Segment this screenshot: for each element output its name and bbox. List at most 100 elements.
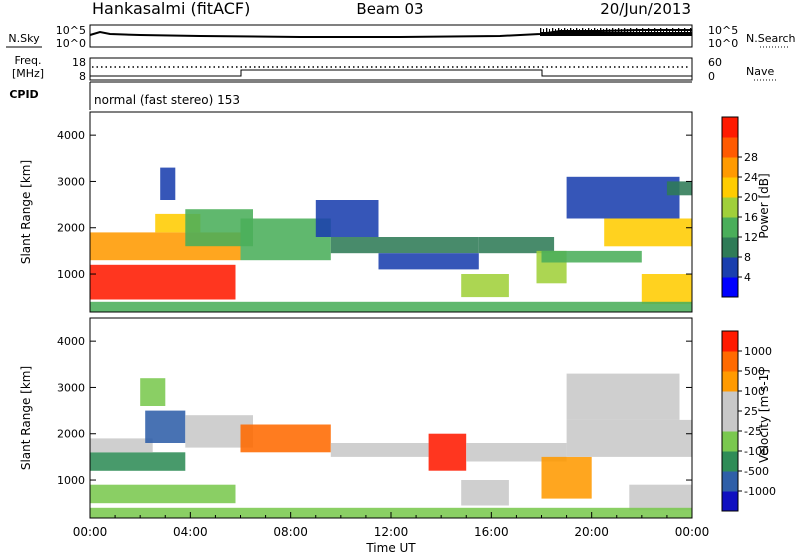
power-colorbar-segment-0 (722, 277, 738, 298)
power-band-17 (90, 301, 692, 312)
time-xtick-label-6: 00:00 (675, 525, 710, 539)
time-xtick-label-5: 20:00 (574, 525, 609, 539)
velocity-y-label: Slant Range [km] (19, 366, 33, 470)
velocity-band-14 (629, 484, 692, 511)
time-x-label: Time UT (365, 541, 416, 554)
power-colorbar-frame (721, 116, 739, 298)
velocity-band-12 (566, 419, 692, 457)
velocity-band-2 (90, 438, 153, 453)
velocity-colorbar-tick-label-6: 500 (744, 365, 765, 378)
power-colorbar-tick-label-6: 28 (744, 151, 758, 164)
velocity-band-0 (90, 452, 186, 471)
nave-label: Nave (746, 65, 774, 78)
velocity-colorbar-segment-8 (722, 331, 738, 352)
power-ytick-label-3: 4000 (57, 129, 85, 142)
velocity-colorbar-segment-5 (722, 391, 738, 412)
freq-label-bottom: [MHz] (12, 67, 44, 80)
power-band-0 (90, 264, 236, 300)
velocity-y-axis: 1000 2000 3000 4000 (57, 335, 692, 487)
site-title: Hankasalmi (fitACF) (92, 0, 250, 18)
velocity-ytick-label-1: 2000 (57, 428, 85, 441)
velocity-band-6 (240, 424, 331, 453)
velocity-band-1 (90, 484, 236, 504)
power-colorbar-tick-label-3: 16 (744, 211, 758, 224)
velocity-band-8 (428, 433, 467, 471)
power-y-axis: 1000 2000 3000 4000 (57, 129, 692, 281)
velocity-ytick-label-2: 3000 (57, 381, 85, 394)
velocity-band-7 (330, 443, 429, 457)
power-colorbar-segment-6 (722, 157, 738, 178)
nsearch-block (540, 32, 692, 36)
power-colorbar-segment-3 (722, 217, 738, 238)
power-colorbar-segment-1 (722, 257, 738, 278)
freq-tick-high: 18 (72, 56, 86, 69)
power-band-12 (541, 250, 642, 263)
power-band-16 (666, 181, 692, 196)
cpid-mode-text: normal (fast stereo) 153 (94, 93, 240, 107)
velocity-band-10 (466, 443, 567, 462)
power-y-label: Slant Range [km] (19, 160, 33, 264)
power-band-9 (461, 274, 509, 298)
nave-tick-high: 60 (708, 56, 722, 69)
freq-strip: Freq. [MHz] 18 8 Nave 60 0 (12, 54, 778, 83)
power-band-5 (240, 218, 331, 261)
freq-frame (89, 57, 693, 81)
power-band-8 (378, 253, 479, 270)
power-colorbar-segment-5 (722, 177, 738, 198)
power-colorbar-segment-8 (722, 117, 738, 138)
time-x-axis: 00:00 04:00 08:00 12:00 16:00 20:00 00:00 (73, 512, 710, 539)
nsky-tick-high: 10^5 (56, 24, 86, 37)
power-band-6 (330, 237, 479, 254)
velocity-colorbar: -1000 -500 -100 -25 25 100 500 1000 Velocity [m… (721, 330, 776, 512)
velocity-colorbar-frame (721, 330, 739, 512)
power-colorbar-tick-label-5: 24 (744, 171, 758, 184)
power-colorbar-tick-label-2: 12 (744, 231, 758, 244)
power-band-13 (566, 176, 680, 219)
power-data (90, 167, 692, 312)
time-xtick-label-1: 04:00 (173, 525, 208, 539)
beam-title: Beam 03 (356, 0, 423, 18)
velocity-colorbar-tick-label-5: 100 (744, 385, 765, 398)
power-frame (89, 111, 693, 313)
nsky-tick-low: 10^0 (56, 37, 86, 50)
freq-tick-low: 8 (79, 70, 86, 83)
power-colorbar-tick-label-1: 8 (744, 251, 751, 264)
power-band-3 (160, 167, 176, 200)
power-colorbar-segment-7 (722, 137, 738, 158)
velocity-colorbar-tick-label-3: -25 (744, 425, 762, 438)
cpid-label: CPID (9, 88, 38, 101)
date-title: 20/Jun/2013 (600, 0, 691, 18)
velocity-band-11 (541, 456, 592, 499)
power-panel: 1000 2000 3000 4000 Slant Range [km] (19, 111, 693, 313)
nsearch-tick-high: 10^5 (708, 24, 738, 37)
velocity-colorbar-segment-7 (722, 351, 738, 372)
velocity-colorbar-segment-1 (722, 471, 738, 492)
velocity-colorbar-segment-6 (722, 371, 738, 392)
power-band-7 (315, 200, 379, 237)
nsky-label: N.Sky (8, 32, 40, 45)
power-band-15 (641, 274, 692, 305)
velocity-colorbar-segment-3 (722, 431, 738, 452)
velocity-colorbar-segment-0 (722, 491, 738, 512)
freq-trace (90, 69, 692, 77)
power-colorbar: 4 8 12 16 20 24 28 Power [dB] (721, 116, 771, 298)
velocity-band-4 (140, 378, 166, 406)
velocity-colorbar-tick-label-0: -1000 (744, 485, 776, 498)
velocity-colorbar-segment-4 (722, 411, 738, 432)
velocity-colorbar-segment-2 (722, 451, 738, 472)
velocity-ytick-label-3: 4000 (57, 335, 85, 348)
velocity-band-9 (461, 480, 509, 506)
power-colorbar-segment-2 (722, 237, 738, 258)
velocity-frame (89, 317, 693, 519)
power-band-14 (604, 218, 692, 247)
velocity-band-13 (566, 373, 680, 420)
nsky-strip: N.Sky 10^5 10^0 N.Search 10^5 10^0 (6, 24, 796, 50)
power-ytick-label-1: 2000 (57, 222, 85, 235)
power-ytick-label-0: 1000 (57, 268, 85, 281)
velocity-band-3 (145, 410, 186, 443)
power-colorbar-tick-label-0: 4 (744, 271, 751, 284)
power-band-10 (478, 237, 555, 254)
power-ytick-label-2: 3000 (57, 175, 85, 188)
cpid-strip: CPID normal (fast stereo) 153 (9, 81, 692, 110)
